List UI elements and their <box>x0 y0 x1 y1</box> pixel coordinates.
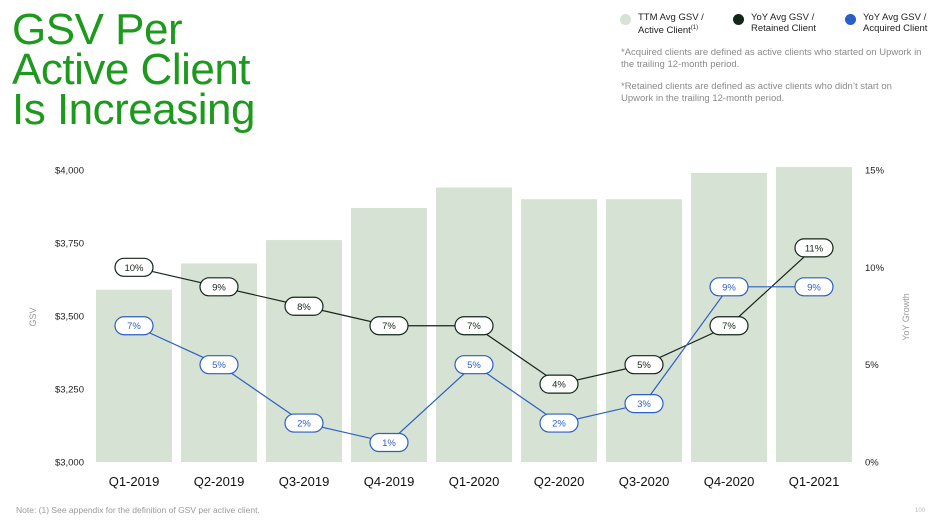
y2-axis-title: YoY Growth <box>901 293 911 341</box>
x-tick-label: Q2-2019 <box>194 474 245 489</box>
data-label-retained: 10% <box>124 263 144 274</box>
title-line-3: Is Increasing <box>12 85 255 134</box>
legend-acquired-line2: Acquired Client <box>863 23 928 34</box>
legend-acquired-line1: YoY Avg GSV / <box>863 12 927 23</box>
bar <box>776 167 852 462</box>
x-tick-label: Q1-2019 <box>109 474 160 489</box>
data-label-acquired: 9% <box>722 282 736 293</box>
data-point-acquired <box>199 355 239 375</box>
chart-legend: TTM Avg GSV / Active Client(1) YoY Avg G… <box>620 12 930 48</box>
x-tick-label: Q3-2019 <box>279 474 330 489</box>
y-tick-label: $3,000 <box>55 458 84 469</box>
y-axis-title: GSV <box>28 307 38 326</box>
y-tick-label: $3,250 <box>55 385 84 396</box>
data-label-acquired: 9% <box>807 282 821 293</box>
legend-retained-line2: Retained Client <box>751 23 816 34</box>
data-point-acquired <box>624 394 664 414</box>
definition-notes: *Acquired clients are defined as active … <box>621 47 926 115</box>
legend-item-retained: YoY Avg GSV / Retained Client <box>733 12 816 34</box>
data-point-acquired <box>114 316 154 336</box>
data-point-acquired <box>709 277 749 297</box>
data-label-acquired: 7% <box>127 321 141 332</box>
y2-tick-label: 5% <box>865 360 879 371</box>
footnote: Note: (1) See appendix for the definitio… <box>16 505 260 515</box>
data-label-acquired: 5% <box>467 360 481 371</box>
note-retained: *Retained clients are defined as active … <box>621 81 892 104</box>
x-tick-label: Q4-2020 <box>704 474 755 489</box>
legend-swatch-acquired <box>845 14 856 25</box>
data-label-retained: 11% <box>805 243 824 254</box>
data-label-retained: 7% <box>722 321 736 332</box>
data-label-retained: 5% <box>637 360 651 371</box>
data-point-retained <box>114 257 154 277</box>
data-point-retained <box>539 374 579 394</box>
bar <box>96 289 172 462</box>
data-point-retained <box>284 296 324 316</box>
note-acquired: *Acquired clients are defined as active … <box>621 47 922 70</box>
legend-ttm-line1: TTM Avg GSV / <box>638 12 704 23</box>
data-point-retained <box>454 316 494 336</box>
y2-tick-label: 10% <box>865 263 885 274</box>
data-point-retained <box>624 355 664 375</box>
data-label-acquired: 1% <box>382 438 396 449</box>
x-tick-label: Q3-2020 <box>619 474 670 489</box>
data-point-acquired <box>454 355 494 375</box>
y-tick-label: $3,500 <box>55 312 84 323</box>
data-point-acquired <box>284 413 324 433</box>
legend-ttm-sup: (1) <box>690 25 699 31</box>
x-tick-label: Q4-2019 <box>364 474 415 489</box>
legend-retained-line1: YoY Avg GSV / <box>751 12 815 23</box>
data-point-retained <box>709 316 749 336</box>
page-number: 100 <box>915 508 926 514</box>
x-tick-label: Q1-2020 <box>449 474 500 489</box>
data-point-acquired <box>794 277 834 297</box>
legend-swatch-ttm <box>620 14 631 25</box>
bar <box>606 199 682 462</box>
data-label-acquired: 2% <box>552 419 566 430</box>
data-label-retained: 4% <box>552 380 566 391</box>
title-line-2: Active Client <box>12 45 251 94</box>
data-label-acquired: 3% <box>637 399 651 410</box>
legend-ttm-line2: Active Client <box>638 25 691 37</box>
data-label-retained: 7% <box>467 321 481 332</box>
y-tick-label: $3,750 <box>55 239 84 250</box>
gsv-chart: $4,000 $3,750 $3,500 $3,250 $3,000 15% 10% 5% 0%… <box>28 166 911 490</box>
data-point-retained <box>369 316 409 336</box>
data-label-retained: 9% <box>212 282 226 293</box>
y2-tick-label: 0% <box>865 458 879 469</box>
data-point-retained <box>199 277 239 297</box>
data-point-retained <box>794 238 834 258</box>
legend-swatch-retained <box>733 14 744 25</box>
x-tick-label: Q2-2020 <box>534 474 585 489</box>
y-tick-label: $4,000 <box>55 166 84 177</box>
data-point-acquired <box>539 413 579 433</box>
data-label-retained: 8% <box>297 302 311 313</box>
legend-item-ttm: TTM Avg GSV / Active Client(1) <box>620 12 704 36</box>
data-label-acquired: 5% <box>212 360 226 371</box>
page-title: GSV Per Active Client Is Increasing <box>12 8 312 132</box>
legend-item-acquired: YoY Avg GSV / Acquired Client <box>845 12 927 34</box>
title-line-1: GSV Per <box>12 5 183 54</box>
data-label-acquired: 2% <box>297 419 311 430</box>
x-tick-label: Q1-2021 <box>789 474 840 489</box>
y2-tick-label: 15% <box>865 166 885 177</box>
data-label-retained: 7% <box>382 321 396 332</box>
data-point-acquired <box>369 432 409 453</box>
